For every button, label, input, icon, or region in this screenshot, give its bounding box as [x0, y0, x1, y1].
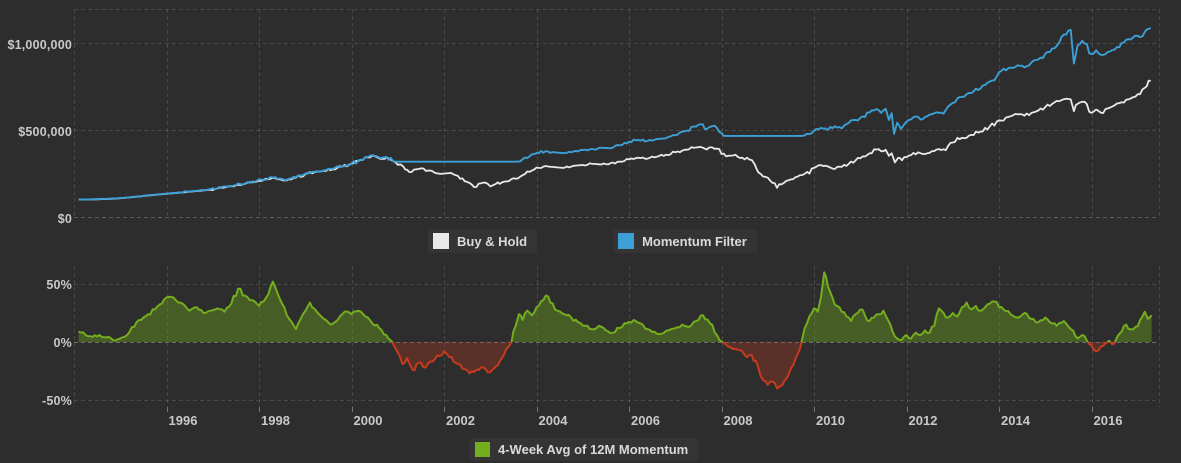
y-axis-label-top: $1,000,000	[7, 38, 72, 52]
momentum-filter-swatch-icon	[618, 233, 635, 249]
legend-label-momentum-avg: 4-Week Avg of 12M Momentum	[498, 442, 689, 457]
momentum-line-positive	[78, 271, 1153, 342]
y-axis-label-top: $0	[57, 212, 72, 226]
y-axis-label-bottom: -50%	[42, 394, 72, 408]
x-axis-label: 2000	[353, 413, 383, 428]
x-axis-label: 2008	[723, 413, 753, 428]
x-axis-label: 2012	[908, 413, 938, 428]
x-axis-label: 1996	[168, 413, 198, 428]
legend-bottom: 4-Week Avg of 12M Momentum	[470, 438, 698, 461]
legend-item-momentum-filter[interactable]: Momentum Filter	[613, 229, 757, 253]
legend-item-momentum-avg[interactable]: 4-Week Avg of 12M Momentum	[470, 438, 698, 461]
y-axis-label-bottom: 50%	[46, 278, 72, 292]
x-axis-label: 2010	[816, 413, 845, 428]
legend-label-momentum-filter: Momentum Filter	[642, 233, 747, 249]
x-axis-label: 2016	[1093, 413, 1123, 428]
legend-label-buy-hold: Buy & Hold	[457, 233, 528, 249]
x-axis-label: 2002	[446, 413, 475, 428]
momentum-area-positive	[78, 272, 1152, 342]
buy-hold-line	[78, 79, 1151, 201]
legend-item-buy-hold[interactable]: Buy & Hold	[428, 229, 537, 253]
momentum-filter-line	[78, 27, 1152, 201]
legend-top: Buy & Hold Momentum Filter	[428, 229, 757, 253]
y-axis-label-top: $500,000	[18, 125, 72, 139]
buy-hold-swatch-icon	[433, 233, 449, 249]
y-axis-label-bottom: 0%	[53, 336, 72, 350]
x-axis-label: 2014	[1001, 413, 1030, 428]
momentum-avg-swatch-icon	[475, 442, 490, 457]
x-axis-label: 2004	[538, 413, 568, 428]
x-axis-label: 2006	[631, 413, 660, 428]
x-axis-label: 1998	[261, 413, 290, 428]
